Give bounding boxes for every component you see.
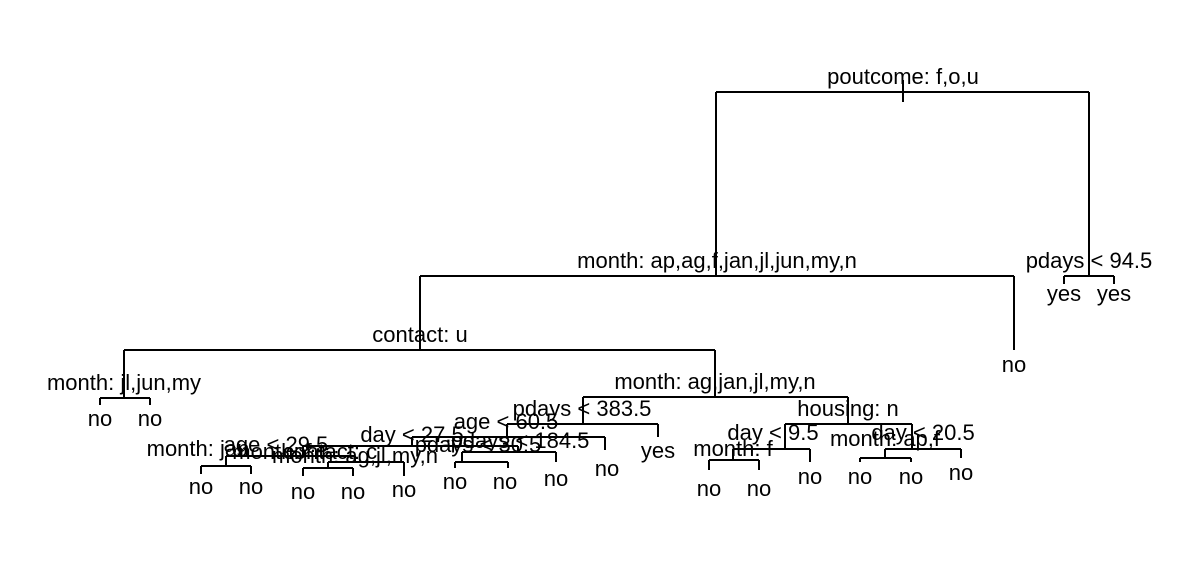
split-label: month: ag,jan,jl,my,n (614, 369, 815, 394)
split-label: age < 29.5 (224, 432, 329, 457)
leaf-label: no (848, 464, 872, 489)
leaf-label: no (189, 474, 213, 499)
leaf-label: no (544, 466, 568, 491)
split-label: contact: u (372, 322, 467, 347)
split-label: month: jan (147, 436, 250, 461)
split-label: month: ap,f (830, 426, 941, 451)
leaf-label: no (443, 469, 467, 494)
leaf-label: no (138, 406, 162, 431)
split-label: pdays < 383.5 (513, 396, 652, 421)
split-label: pdays < 184.5 (451, 428, 590, 453)
leaf-label: no (341, 479, 365, 504)
split-label: month: ap,ag,f,jan,jl,jun,my,n (577, 248, 857, 273)
split-label: age < 60.5 (454, 409, 559, 434)
leaf-label: no (697, 476, 721, 501)
split-label: day < 20.5 (871, 420, 974, 445)
leaf-label: yes (1047, 281, 1081, 306)
split-label: day < 27.5 (360, 422, 463, 447)
split-label: contact: c (283, 439, 377, 464)
split-label: housing: n (797, 396, 899, 421)
leaf-label: no (239, 474, 263, 499)
leaf-label: no (949, 460, 973, 485)
split-label: day < 9.5 (727, 420, 818, 445)
leaf-label: no (899, 464, 923, 489)
split-label: pdays < 30.5 (415, 432, 542, 457)
leaf-label: no (798, 464, 822, 489)
leaf-label: no (392, 477, 416, 502)
split-label: pdays < 94.5 (1026, 248, 1153, 273)
leaf-label: no (88, 406, 112, 431)
split-label: month: ag,jl,my,n (272, 443, 438, 468)
leaf-label: no (493, 469, 517, 494)
split-label: poutcome: f,o,u (827, 64, 979, 89)
split-label: month: f (232, 439, 312, 464)
split-label: month: f (693, 436, 773, 461)
split-label: month: jl,jun,my (47, 370, 201, 395)
leaf-label: yes (641, 438, 675, 463)
leaf-label: yes (1097, 281, 1131, 306)
leaf-label: no (291, 479, 315, 504)
leaf-label: no (747, 476, 771, 501)
leaf-label: no (595, 456, 619, 481)
leaf-label: no (1002, 352, 1026, 377)
